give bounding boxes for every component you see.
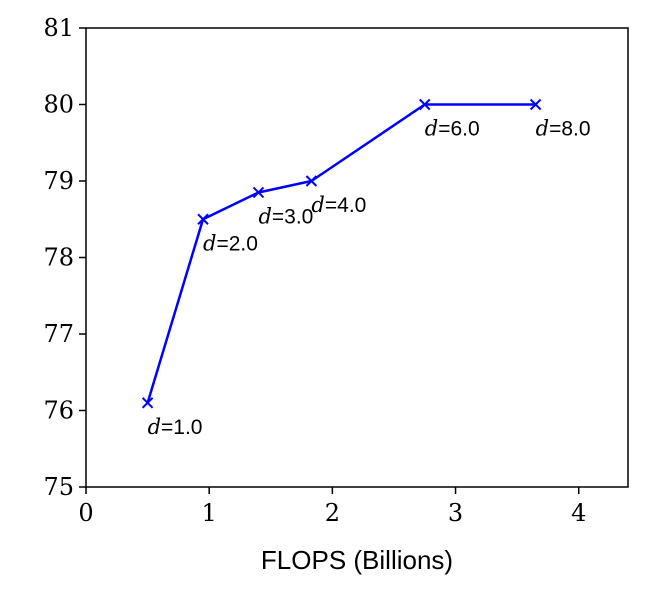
point-labels: d=1.0 d=2.0d=3.0d=4.0 d=6.0 d=8.0 xyxy=(148,117,591,439)
y-tick-label: 79 xyxy=(43,167,74,195)
data-point-marker xyxy=(141,397,154,409)
data-point-marker xyxy=(252,186,265,199)
y-tick-label: 78 xyxy=(43,244,74,272)
x-tick-label: 3 xyxy=(448,499,463,527)
data-point-label: d=8.0 xyxy=(536,117,591,141)
y-tick-label: 80 xyxy=(43,91,74,119)
x-axis: 0 1 2 3 4 xyxy=(78,487,586,527)
y-tick-label: 75 xyxy=(43,473,74,501)
data-point-label: d=1.0 xyxy=(148,415,203,439)
data-point-marker xyxy=(529,98,542,111)
data-point-label: d=2.0 xyxy=(203,231,258,255)
y-tick-label: 76 xyxy=(43,397,74,425)
data-point-label: d=3.0 xyxy=(258,204,313,228)
x-axis-title: FLOPS (Billions) xyxy=(261,545,453,575)
x-tick-label: 0 xyxy=(78,499,93,527)
data-point-marker xyxy=(419,98,431,111)
series-line-path xyxy=(146,103,536,404)
x-tick-label: 1 xyxy=(202,499,217,527)
y-tick-label: 81 xyxy=(43,14,74,42)
y-axis: 75 76 77 78 79 80 81 xyxy=(43,14,86,501)
data-point-marker xyxy=(305,175,318,187)
series-line xyxy=(141,98,542,409)
data-point-marker xyxy=(197,213,209,225)
data-point-label: d=4.0 xyxy=(311,193,366,217)
x-tick-label: 2 xyxy=(325,499,340,527)
y-tick-label: 77 xyxy=(43,320,74,348)
data-point-label: d=6.0 xyxy=(425,117,480,141)
x-tick-label: 4 xyxy=(571,499,586,527)
